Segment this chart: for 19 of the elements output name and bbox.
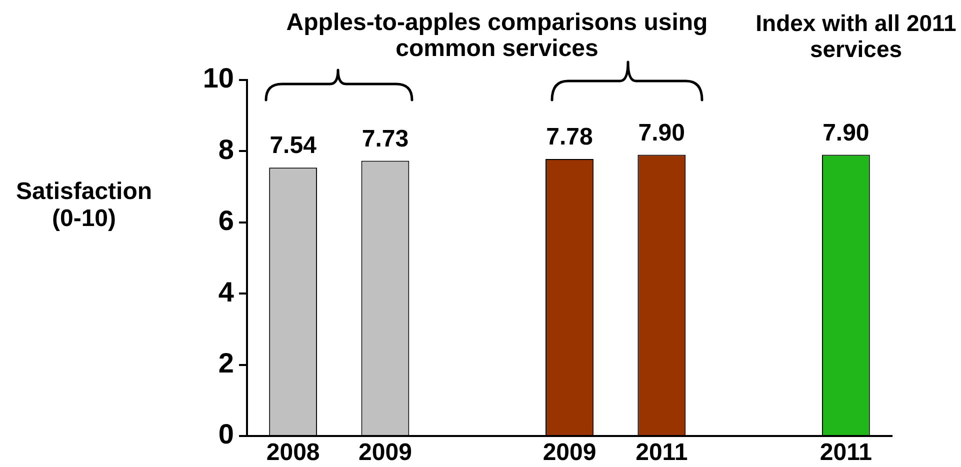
data-label: 7.90	[822, 119, 870, 146]
y-tick-label: 8	[218, 134, 234, 165]
x-tick-label: 2008	[266, 439, 320, 466]
y-tick-label: 2	[218, 348, 234, 379]
y-tick-label: 4	[218, 276, 234, 308]
data-label: 7.54	[270, 132, 318, 160]
y-axis-title: Satisfaction (0-10)	[14, 178, 154, 232]
text: Apples-to-apples comparisons using common services	[285, 9, 709, 62]
text: Index with all 2011 services	[754, 10, 958, 62]
x-tick-label: 2011	[636, 439, 688, 466]
y-tick-label: 0	[218, 418, 234, 450]
x-tick-label: 2011	[820, 439, 872, 466]
y-tick-label: 10	[202, 62, 234, 94]
data-label: 7.73	[362, 125, 409, 152]
x-tick-label: 2009	[358, 439, 412, 466]
data-label: 7.78	[546, 124, 593, 151]
data-label: 7.90	[638, 119, 685, 146]
y-tick-label: 6	[218, 205, 234, 236]
x-tick-label: 2009	[542, 439, 596, 466]
